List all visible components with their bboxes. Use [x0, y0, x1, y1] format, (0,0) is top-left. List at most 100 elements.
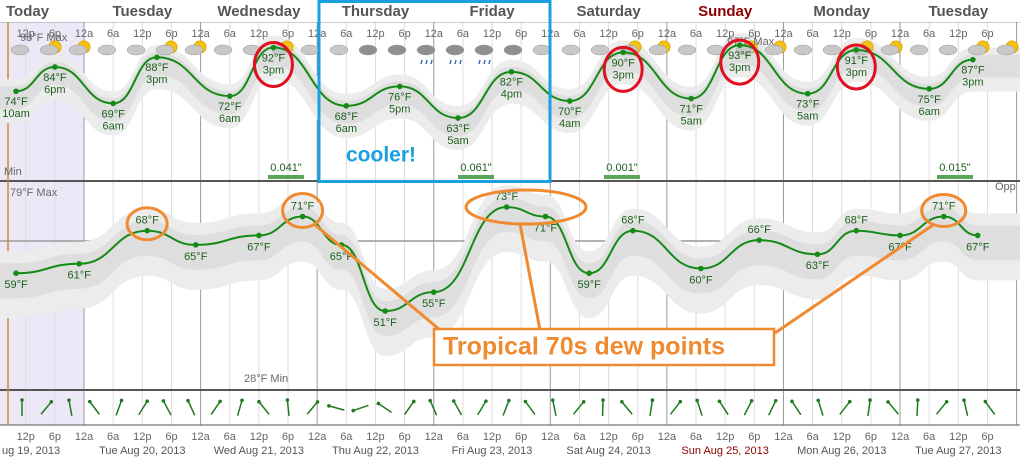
- wind-arrow-head: [507, 398, 511, 403]
- day-label: Today: [6, 3, 50, 20]
- value-label: 66°F: [747, 224, 771, 236]
- hour-label: 6a: [573, 431, 586, 443]
- wind-arrow-head: [816, 398, 821, 403]
- callout-box: [432, 327, 776, 367]
- hour-label: 12p: [17, 431, 35, 443]
- wind-arrow: [817, 400, 824, 416]
- cloud-icon: [474, 44, 494, 56]
- cloud-icon: [996, 44, 1016, 56]
- wind-arrow-head: [257, 399, 261, 404]
- time-label: 3pm: [729, 62, 750, 74]
- cloud-icon: [416, 44, 436, 56]
- wind-arrow-head: [695, 398, 699, 403]
- precip-label: 0.061": [460, 162, 492, 174]
- time-label: 3pm: [846, 67, 867, 79]
- value-label: 65°F: [184, 251, 208, 263]
- highlight-circle: [835, 43, 877, 91]
- point: [270, 44, 277, 51]
- hour-label: 6a: [107, 28, 120, 40]
- value-label: 55°F: [422, 298, 446, 310]
- point: [853, 227, 860, 234]
- point: [13, 88, 19, 95]
- point: [13, 270, 19, 277]
- date-label: Thu Aug 22, 2013: [332, 445, 419, 457]
- hour-label: 12a: [658, 28, 677, 40]
- wind-arrow: [768, 400, 777, 416]
- time-label: 6am: [219, 113, 240, 125]
- hour-label: 12a: [891, 28, 910, 40]
- hour-label: 12a: [774, 431, 793, 443]
- max-label: 79°F Max: [10, 187, 58, 199]
- cloud-icon: [822, 44, 842, 56]
- callout-line: [774, 223, 935, 335]
- cloud-icon: [10, 44, 30, 56]
- wind-arrow: [572, 401, 585, 415]
- cloud-icon: [445, 44, 465, 56]
- day-label: Thursday: [342, 3, 410, 20]
- hour-label: 6a: [457, 431, 470, 443]
- time-label: 10am: [2, 108, 30, 120]
- hour-label: 12p: [250, 28, 268, 40]
- day-label: Wednesday: [217, 3, 301, 20]
- wind-arrow: [935, 401, 948, 415]
- wind-arrow: [524, 401, 536, 415]
- hour-label: 6a: [224, 431, 237, 443]
- value-label: 76°F: [388, 91, 412, 103]
- spread-band: [0, 197, 1020, 337]
- wind-arrow-head: [962, 398, 966, 402]
- wind-arrow-head: [523, 399, 528, 404]
- wind-arrow-head: [327, 404, 331, 408]
- hour-label: 6p: [632, 28, 644, 40]
- hour-label: 12p: [716, 28, 734, 40]
- time-label: 5pm: [389, 103, 410, 115]
- time-label: 3pm: [146, 74, 167, 86]
- wind-arrow: [743, 400, 753, 416]
- precip-label: 0.041": [270, 162, 302, 174]
- point: [382, 308, 388, 314]
- point: [974, 232, 981, 239]
- wind-arrow: [352, 404, 369, 412]
- hour-label: 12a: [75, 431, 94, 443]
- wind-arrow-head: [886, 400, 890, 404]
- point: [630, 227, 636, 234]
- hour-label: 12p: [949, 431, 967, 443]
- hour-label: 6a: [806, 431, 819, 443]
- wind-arrow-head: [650, 398, 655, 402]
- point: [970, 56, 976, 63]
- point: [226, 93, 233, 99]
- highlight-circle: [252, 41, 294, 89]
- wind-arrow-head: [620, 400, 624, 404]
- point: [343, 103, 350, 109]
- value-label: 70°F: [558, 106, 582, 118]
- wind-arrow-head: [944, 400, 949, 404]
- wind-arrow: [89, 401, 101, 415]
- highlight-circle: [125, 206, 169, 242]
- wind-arrow: [328, 405, 345, 411]
- hour-label: 12a: [774, 28, 793, 40]
- cloud-icon: [300, 44, 320, 56]
- cloud-icon: [68, 44, 88, 56]
- cloud-icon: [358, 44, 378, 56]
- date-label: Sun Aug 25, 2013: [681, 445, 768, 457]
- hour-label: 6a: [224, 28, 237, 40]
- value-label: 84°F: [43, 72, 67, 84]
- hour-label: 6p: [981, 431, 993, 443]
- hour-label: 12p: [483, 28, 501, 40]
- wind-arrow-head: [484, 399, 488, 403]
- wind-arrow-head: [119, 398, 124, 403]
- point: [814, 251, 821, 258]
- cloud-icon: [967, 44, 987, 56]
- wind-arrow-head: [790, 399, 794, 404]
- cloud-icon: [880, 44, 900, 56]
- wind-arrow-head: [601, 398, 605, 402]
- hour-label: 6a: [457, 28, 470, 40]
- time-label: 3pm: [612, 69, 633, 81]
- wind-arrow: [429, 400, 438, 416]
- hour-label: 6p: [748, 431, 760, 443]
- wind-arrow-head: [315, 400, 320, 404]
- value-label: 68°F: [135, 215, 159, 227]
- rain-icon: [420, 59, 433, 65]
- hour-label: 6a: [923, 28, 936, 40]
- wind-arrow: [138, 400, 148, 416]
- value-label: 82°F: [500, 77, 524, 89]
